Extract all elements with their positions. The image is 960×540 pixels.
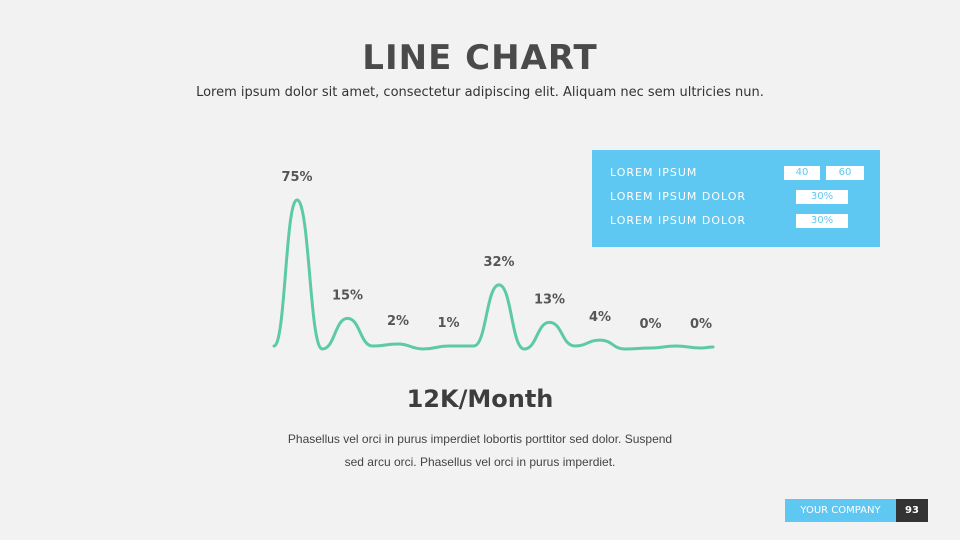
- data-label: 75%: [281, 170, 312, 185]
- headline: 12K/Month: [406, 385, 554, 413]
- legend-value: 60: [826, 166, 864, 180]
- legend-box: LOREM IPSUM 40 60 LOREM IPSUM DOLOR 30% …: [592, 150, 880, 247]
- page-number: 93: [896, 499, 928, 522]
- data-label: 0%: [639, 317, 661, 332]
- body-line: sed arcu orci. Phasellus vel orci in pur…: [344, 455, 616, 469]
- slide-title: LINE CHART: [362, 38, 598, 78]
- legend-value: 30%: [796, 190, 848, 204]
- series-line: [272, 198, 715, 351]
- data-label: 1%: [437, 316, 459, 331]
- data-label: 0%: [690, 317, 712, 332]
- body-text: Phasellus vel orci in purus imperdiet lo…: [250, 428, 710, 474]
- data-label: 4%: [589, 310, 611, 325]
- legend-label: LOREM IPSUM DOLOR: [610, 214, 747, 227]
- legend-label: LOREM IPSUM DOLOR: [610, 190, 747, 203]
- footer-company: YOUR COMPANY: [785, 499, 896, 522]
- legend-value: 30%: [796, 214, 848, 228]
- legend-value: 40: [784, 166, 820, 180]
- legend-label: LOREM IPSUM: [610, 166, 698, 179]
- data-label: 13%: [534, 292, 565, 307]
- slide-subtitle: Lorem ipsum dolor sit amet, consectetur …: [196, 85, 764, 100]
- data-label: 2%: [387, 314, 409, 329]
- data-label: 15%: [332, 288, 363, 303]
- body-line: Phasellus vel orci in purus imperdiet lo…: [287, 432, 673, 446]
- data-label: 32%: [483, 255, 514, 270]
